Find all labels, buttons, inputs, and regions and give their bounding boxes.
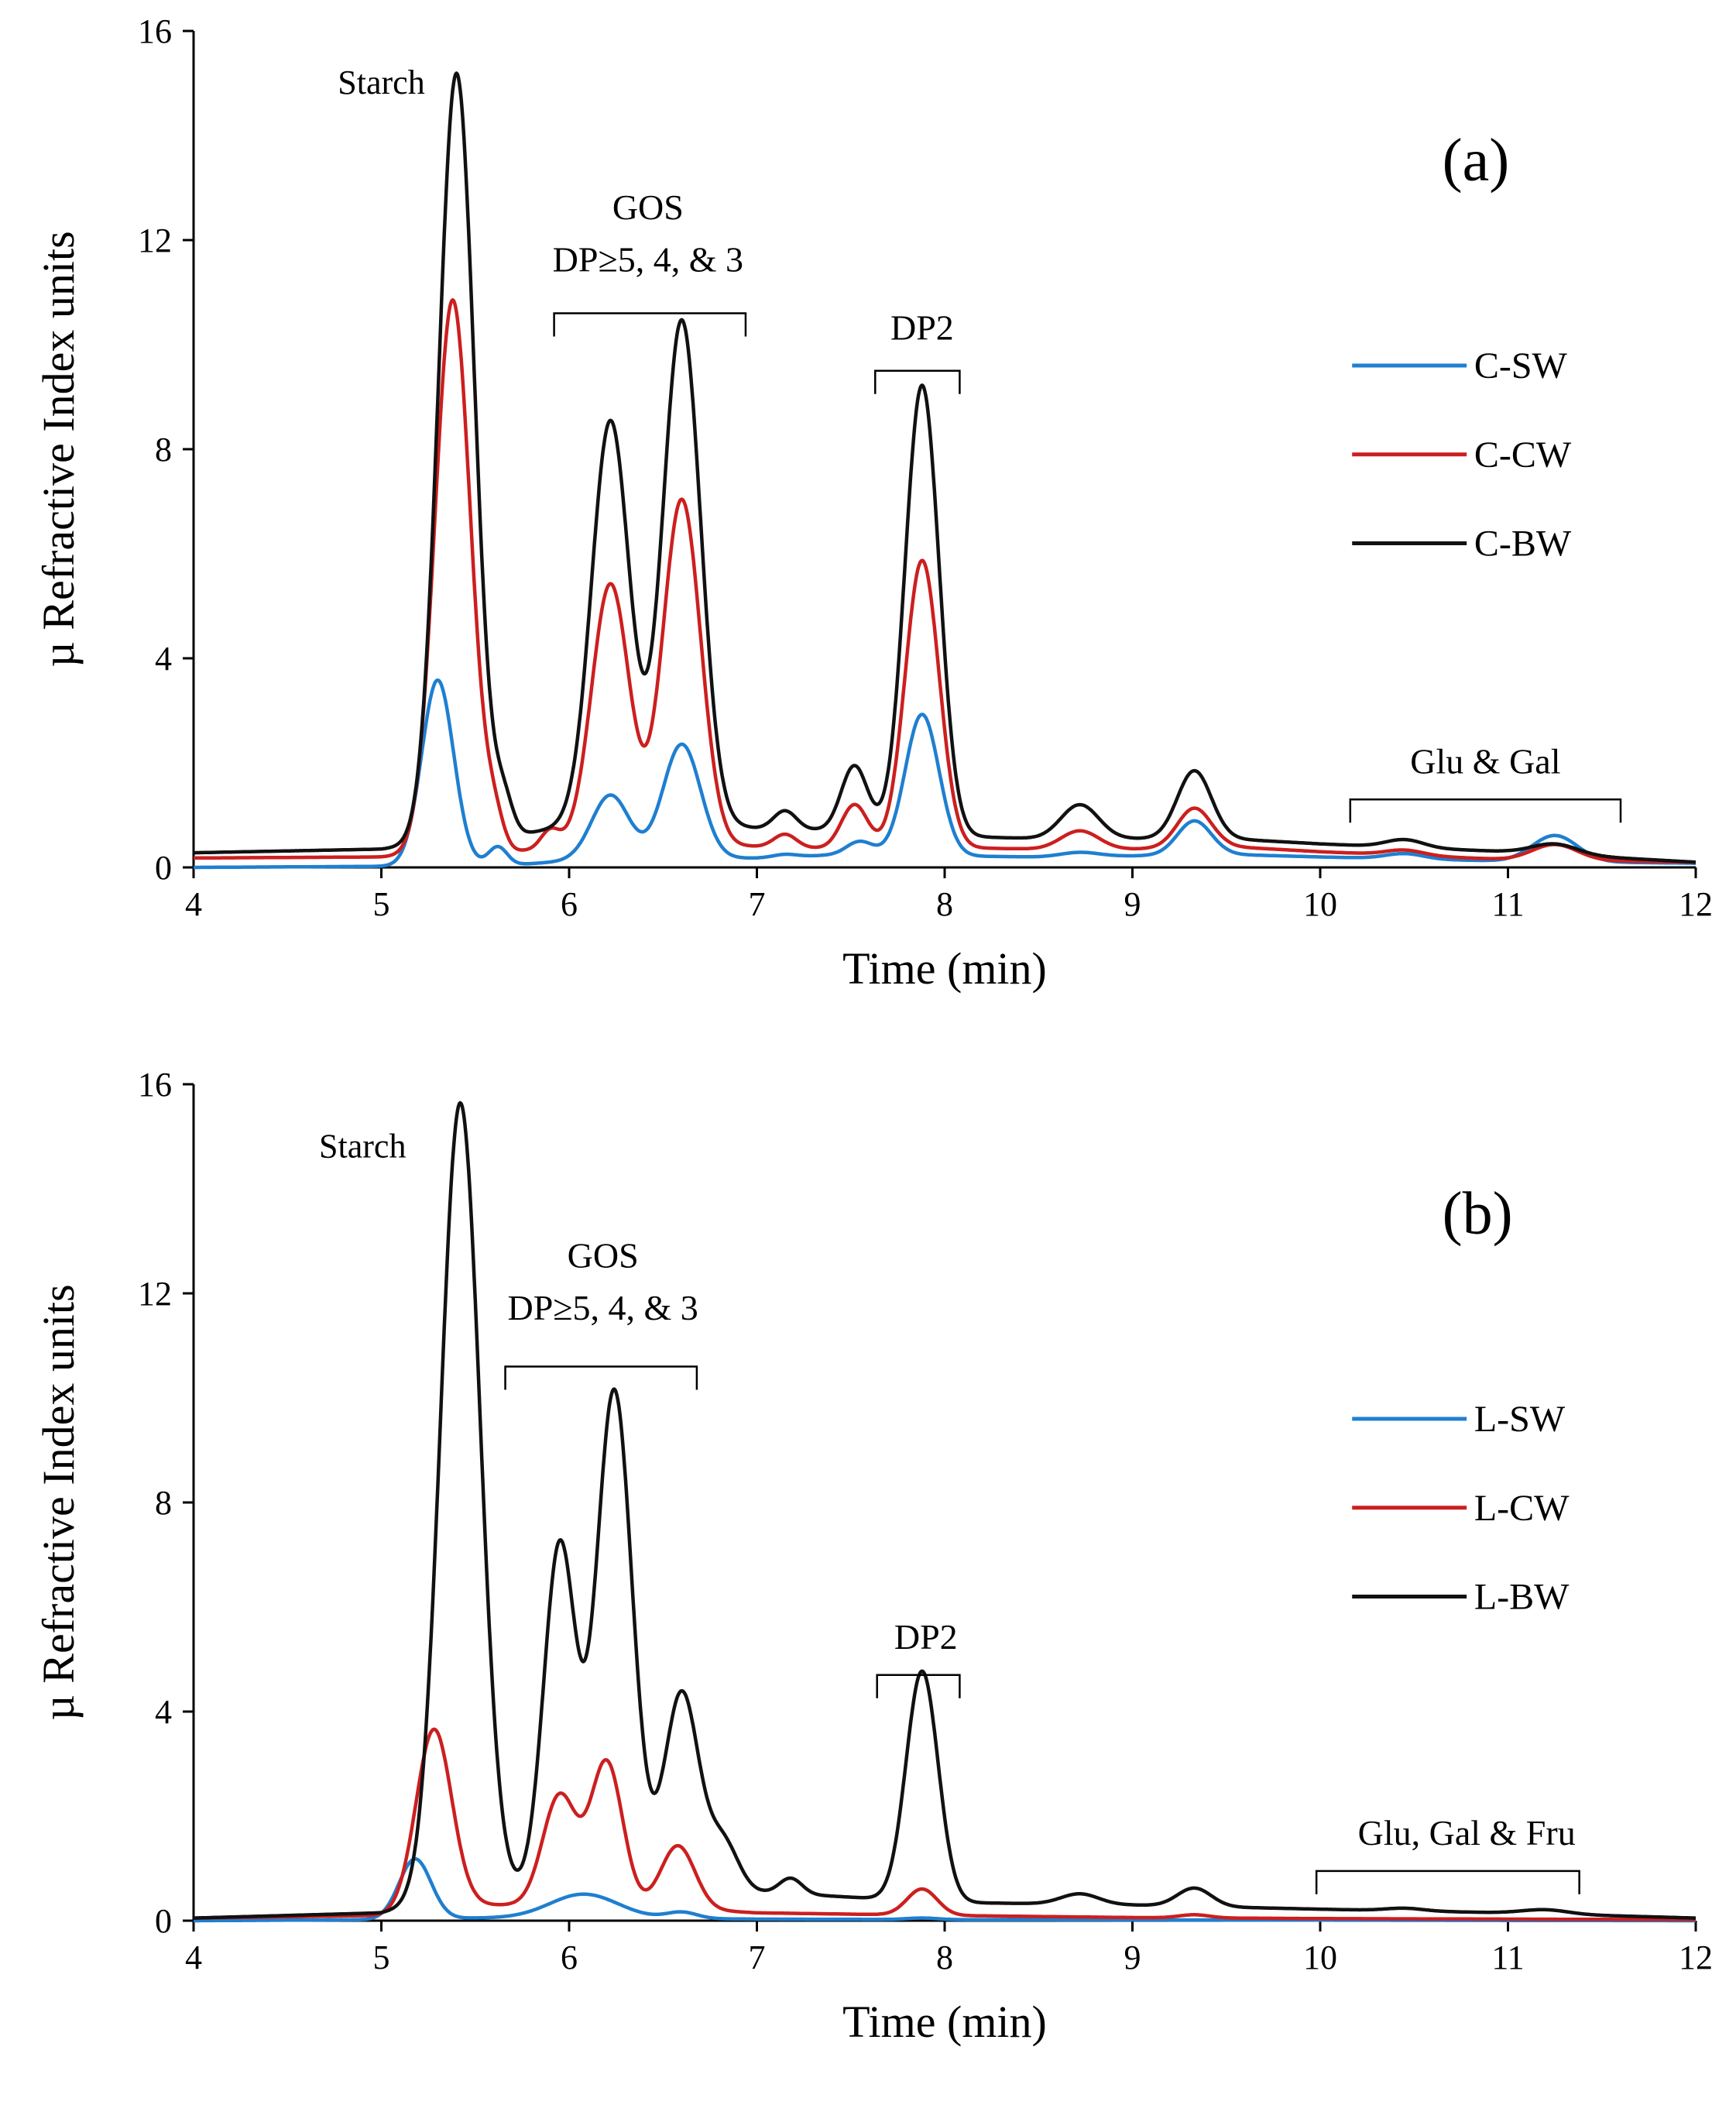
series-line-l-cw <box>192 1727 1697 1921</box>
annotation-label: Glu & Gal <box>1410 742 1560 781</box>
y-tick-label: 0 <box>155 849 172 887</box>
y-tick-label: 16 <box>138 12 172 50</box>
series-line-l-bw <box>192 1101 1697 1920</box>
y-axis-label: µ Refractive Index units <box>33 1284 84 1720</box>
x-tick-label: 4 <box>185 1938 202 1976</box>
y-tick-label: 8 <box>155 1484 172 1522</box>
annotation-label: DP≥5, 4, & 3 <box>507 1288 698 1327</box>
annotation-label: Glu, Gal & Fru <box>1358 1813 1576 1853</box>
legend-label-l-sw: L-SW <box>1474 1399 1566 1440</box>
annotation-label: GOS <box>612 187 684 227</box>
y-tick-label: 4 <box>155 640 172 678</box>
y-tick-label: 0 <box>155 1902 172 1940</box>
panel-label: (a) <box>1443 125 1510 193</box>
annotation-bracket <box>1349 798 1622 823</box>
x-tick-label: 12 <box>1679 1938 1713 1976</box>
annotation-bracket <box>1315 1870 1580 1894</box>
annotation-label: GOS <box>568 1235 639 1275</box>
legend-label-c-sw: C-SW <box>1474 345 1568 386</box>
x-tick-label: 4 <box>185 885 202 923</box>
panel-label: (b) <box>1443 1179 1513 1246</box>
y-tick-label: 12 <box>138 221 172 259</box>
annotation-bracket <box>553 312 747 337</box>
y-axis-label: µ Refractive Index units <box>33 231 84 667</box>
annotation-label: Starch <box>319 1128 406 1166</box>
x-tick-label: 7 <box>749 1938 766 1976</box>
series-line-c-sw <box>192 678 1697 870</box>
x-tick-label: 6 <box>561 1938 578 1976</box>
x-tick-label: 11 <box>1491 885 1524 923</box>
series-line-c-cw <box>192 298 1697 864</box>
x-tick-label: 9 <box>1124 1938 1141 1976</box>
x-tick-label: 11 <box>1491 1938 1524 1976</box>
annotation-label: DP2 <box>894 1617 958 1657</box>
annotation-bracket <box>874 369 961 394</box>
legend-label-c-bw: C-BW <box>1474 524 1572 565</box>
x-tick-label: 8 <box>936 1938 953 1976</box>
annotation-label: Starch <box>338 64 424 101</box>
legend-label-l-cw: L-CW <box>1474 1488 1570 1529</box>
legend-label-l-bw: L-BW <box>1474 1577 1570 1618</box>
annotation-label: DP2 <box>890 307 954 347</box>
x-tick-label: 5 <box>373 885 390 923</box>
x-tick-label: 8 <box>936 885 953 923</box>
annotation-bracket <box>504 1365 698 1390</box>
series-line-c-bw <box>192 71 1697 864</box>
y-tick-label: 16 <box>138 1066 172 1104</box>
x-tick-label: 9 <box>1124 885 1141 923</box>
annotation-bracket <box>876 1674 961 1698</box>
x-tick-label: 10 <box>1303 885 1337 923</box>
x-axis-label: Time (min) <box>842 1997 1047 2047</box>
x-tick-label: 10 <box>1303 1938 1337 1976</box>
x-axis-label: Time (min) <box>842 943 1047 994</box>
x-tick-label: 6 <box>561 885 578 923</box>
x-tick-label: 5 <box>373 1938 390 1976</box>
y-tick-label: 12 <box>138 1275 172 1313</box>
x-tick-label: 12 <box>1679 885 1713 923</box>
legend-label-c-cw: C-CW <box>1474 434 1572 476</box>
y-tick-label: 8 <box>155 431 172 469</box>
x-tick-label: 7 <box>749 885 766 923</box>
y-tick-label: 4 <box>155 1693 172 1731</box>
annotation-label: DP≥5, 4, & 3 <box>553 240 743 280</box>
